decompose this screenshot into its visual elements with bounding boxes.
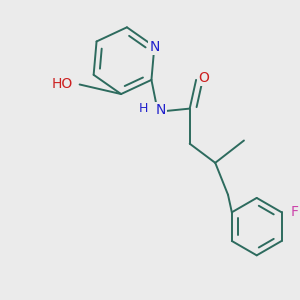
Text: N: N — [149, 40, 160, 53]
Text: F: F — [291, 205, 299, 219]
Text: HO: HO — [51, 77, 73, 92]
Text: N: N — [155, 103, 166, 117]
Text: O: O — [199, 71, 209, 85]
Text: H: H — [139, 102, 148, 115]
